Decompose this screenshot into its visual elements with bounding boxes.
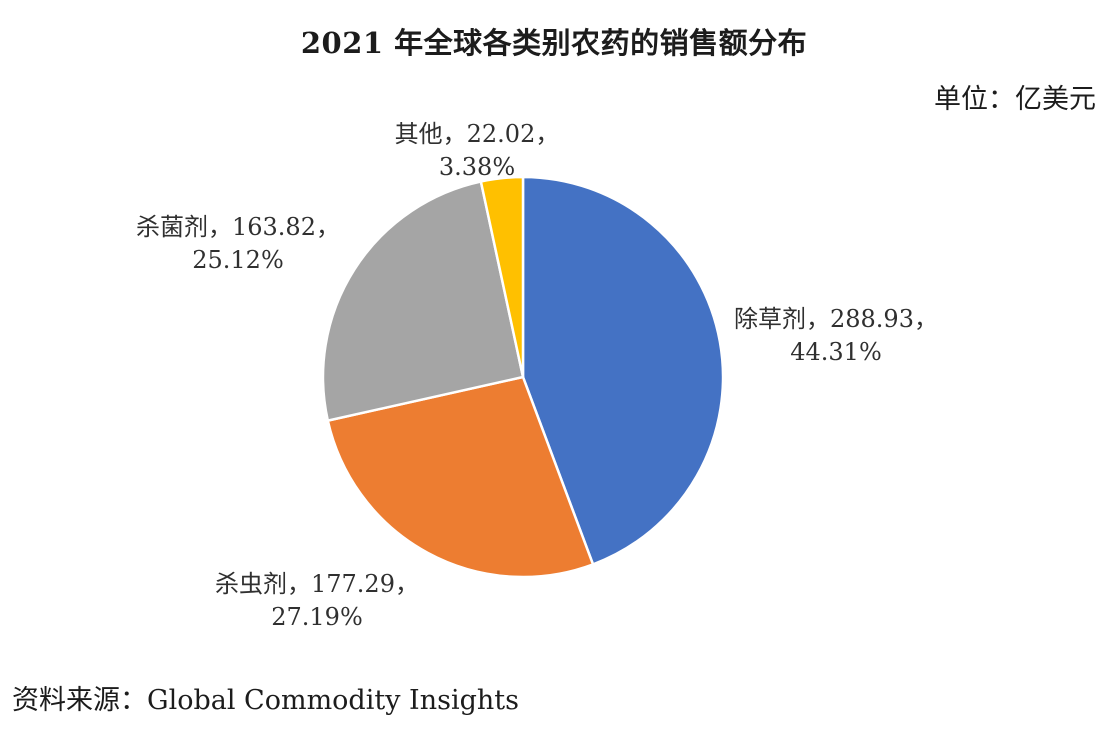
slice-label-line1-4: 其他，22.02， (395, 120, 560, 148)
slice-label-line2-3: 25.12% (192, 246, 284, 274)
slice-label-line2-4: 3.38% (439, 153, 515, 181)
pie-slice-1 (521, 175, 725, 566)
pie-slices (321, 175, 725, 579)
pie-slice-2 (326, 375, 595, 579)
unit-label: 单位：亿美元 (934, 84, 1096, 115)
slice-label-line2-1: 44.31% (790, 338, 882, 366)
slice-label-line1-1: 除草剂，288.93， (734, 305, 938, 333)
pie-slice-4 (479, 175, 525, 378)
source-note: 资料来源：Global Commodity Insights (12, 685, 519, 716)
chart-title: 2021 年全球各类别农药的销售额分布 (300, 26, 808, 60)
slice-label-line1-3: 杀菌剂，163.82， (136, 213, 340, 241)
pie-slice-3 (321, 180, 525, 423)
slice-label-line1-2: 杀虫剂，177.29， (215, 570, 419, 598)
pie-labels: 除草剂，288.93， 44.31% 杀虫剂，177.29， 27.19% 杀菌剂，16… (136, 120, 938, 631)
slice-label-line2-2: 27.19% (271, 603, 363, 631)
